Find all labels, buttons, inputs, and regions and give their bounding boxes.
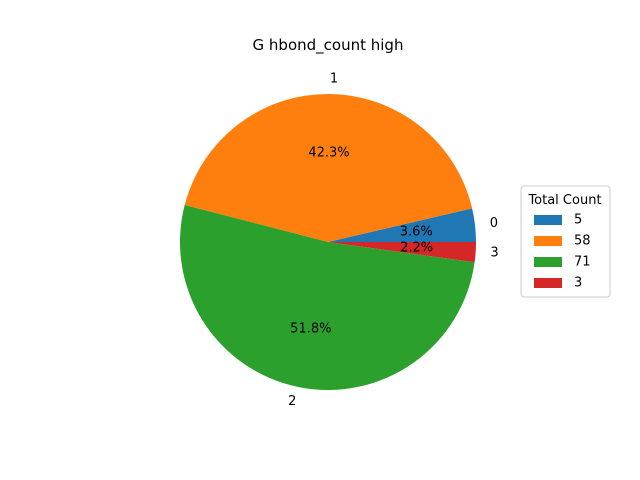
pie-slice-1 [184, 94, 473, 242]
percent-label-2: 51.8% [290, 322, 331, 337]
legend-swatch-1 [534, 236, 562, 246]
percent-label-3: 2.2% [400, 241, 433, 256]
legend-label-3: 3 [574, 276, 582, 291]
legend-swatch-3 [534, 278, 562, 288]
category-label-0: 0 [490, 216, 498, 231]
percent-labels: 3.6% 42.3% 51.8% 2.2% [290, 146, 433, 337]
pie-slice-3 [328, 242, 476, 263]
legend: Total Count 5 58 71 3 [520, 185, 611, 298]
category-label-1: 1 [330, 72, 338, 87]
chart-title: G hbond_count high [253, 36, 404, 55]
pie-slices [179, 94, 476, 391]
legend-label-0: 5 [574, 213, 582, 228]
category-labels: 0 1 2 3 [288, 72, 499, 410]
percent-label-0: 3.6% [400, 224, 433, 239]
legend-swatch-2 [534, 257, 562, 267]
category-label-3: 3 [490, 246, 498, 261]
percent-label-1: 42.3% [308, 146, 349, 161]
legend-label-2: 71 [574, 255, 591, 270]
legend-entries: 5 58 71 3 [534, 213, 591, 291]
legend-swatch-0 [534, 215, 562, 225]
pie-slice-2 [179, 205, 475, 391]
legend-label-1: 58 [574, 234, 591, 249]
pie-slice-0 [328, 208, 476, 242]
category-label-2: 2 [288, 394, 296, 409]
legend-frame [520, 185, 611, 298]
legend-title: Total Count [527, 193, 601, 208]
